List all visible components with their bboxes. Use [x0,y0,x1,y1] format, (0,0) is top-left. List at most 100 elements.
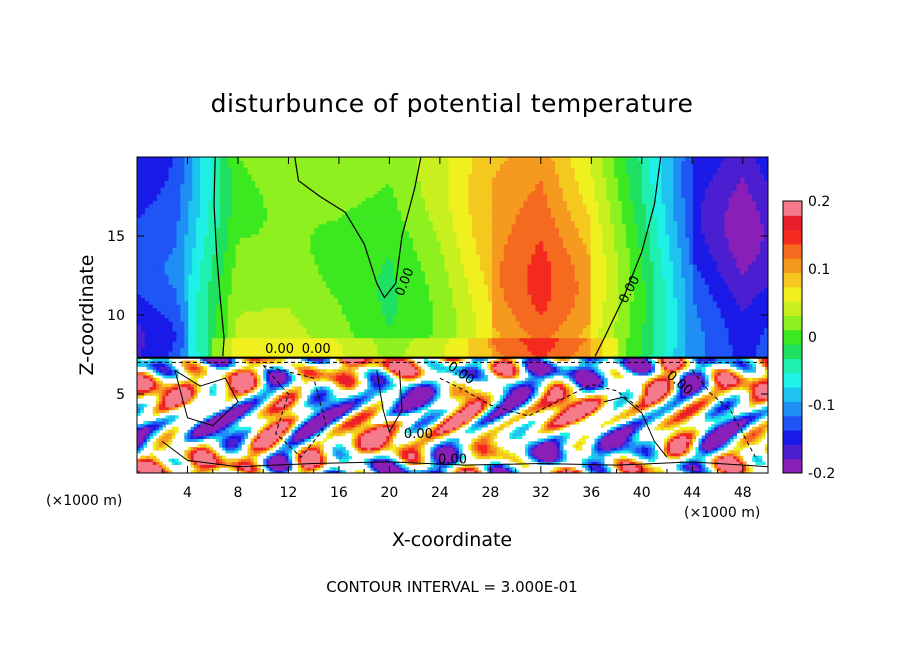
field-cell [413,170,418,175]
field-cell [377,210,383,215]
field-cell [385,314,390,319]
field-cell [385,233,390,238]
field-cell [259,297,264,302]
field-cell [215,170,221,175]
field-cell [373,183,379,188]
field-cell [310,200,316,205]
field-cell [223,307,229,312]
field-cell [140,227,146,232]
field-cell [215,297,221,302]
field-cell [184,250,189,255]
field-cell [409,337,414,342]
field-cell [424,264,430,268]
field-cell [405,160,410,165]
field-cell [460,177,465,182]
field-cell [144,247,150,252]
field-cell [204,307,209,312]
field-cell [349,217,355,222]
field-cell [373,170,379,175]
field-cell [200,317,205,322]
field-cell [448,180,454,185]
field-cell [275,173,280,178]
field-cell [247,240,252,245]
field-cell [306,207,312,212]
field-cell [148,344,154,349]
field-cell [259,233,264,238]
field-cell [424,200,430,205]
field-cell [353,240,359,245]
field-cell [164,230,170,235]
field-cell [377,163,383,168]
field-cell [397,350,402,355]
field-cell [204,193,209,198]
field-cell [401,344,406,349]
field-cell [172,297,178,302]
field-cell [460,287,465,292]
field-cell [223,350,229,355]
field-cell [334,200,339,205]
field-cell [251,160,256,165]
field-cell [204,190,209,195]
field-cell [215,200,221,205]
field-cell [180,157,185,161]
field-cell [290,157,296,161]
field-cell [172,300,178,305]
field-cell [326,197,331,202]
field-cell [251,163,256,168]
field-cell [255,264,260,268]
field-cell [271,210,276,215]
field-cell [148,203,154,208]
field-cell [397,237,402,242]
field-cell [385,350,390,355]
field-cell [452,180,458,185]
field-cell [176,324,181,329]
field-cell [385,330,390,335]
field-cell [207,163,213,168]
field-cell [357,247,363,252]
field-cell [294,337,300,342]
field-cell [235,207,241,212]
field-cell [436,217,442,222]
field-cell [373,344,379,349]
field-cell [346,300,351,305]
field-cell [263,327,268,332]
field-cell [393,223,398,228]
field-cell [251,157,256,161]
field-cell [428,257,434,262]
field-cell [298,267,304,272]
field-cell [397,233,402,238]
field-cell [440,190,446,195]
field-cell [164,240,170,245]
field-cell [456,290,461,295]
field-cell [460,270,465,275]
field-cell [219,340,225,345]
field-cell [180,320,185,325]
field-cell [302,347,308,352]
field-cell [310,260,316,265]
field-cell [223,304,229,309]
field-cell [152,160,158,165]
field-cell [168,320,174,325]
field-cell [219,203,225,208]
field-cell [310,217,316,222]
field-cell [302,307,308,312]
field-cell [231,354,237,359]
field-cell [413,284,418,289]
field-cell [275,163,280,168]
field-cell [164,324,170,329]
field-cell [207,250,213,255]
field-cell [200,223,205,228]
field-cell [215,324,221,329]
field-cell [184,327,189,332]
field-cell [227,264,233,268]
field-cell [436,294,442,299]
field-cell [334,217,339,222]
field-cell [342,237,347,242]
field-cell [448,314,454,319]
field-cell [144,200,150,205]
field-cell [156,173,162,178]
field-cell [172,160,178,165]
field-cell [330,320,335,325]
field-cell [176,203,181,208]
field-cell [338,187,343,192]
